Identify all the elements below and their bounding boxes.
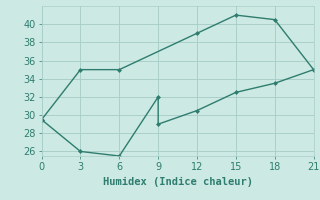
X-axis label: Humidex (Indice chaleur): Humidex (Indice chaleur) (103, 177, 252, 187)
